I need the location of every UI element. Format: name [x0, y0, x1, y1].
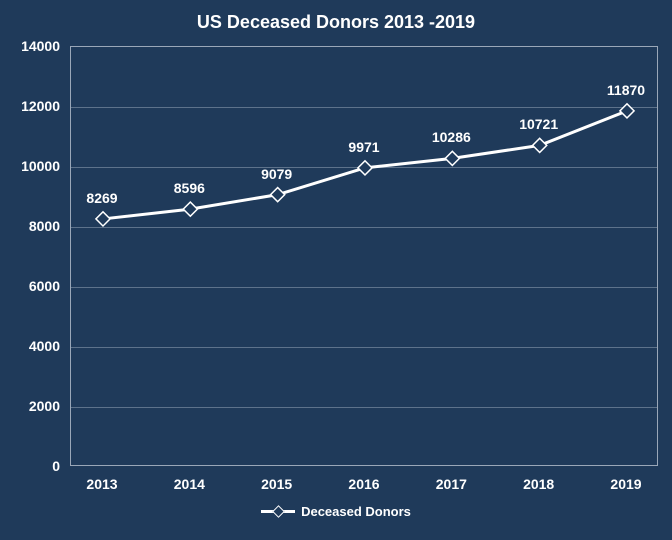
y-tick-label: 14000 [0, 38, 60, 54]
data-label: 8269 [86, 190, 117, 206]
legend-line-sample [261, 510, 295, 513]
legend: Deceased Donors [0, 504, 672, 519]
chart-title: US Deceased Donors 2013 -2019 [0, 12, 672, 33]
data-label: 10721 [519, 116, 558, 132]
y-tick-label: 12000 [0, 98, 60, 114]
data-marker [271, 188, 285, 202]
legend-marker [272, 505, 285, 518]
x-tick-label: 2017 [436, 476, 467, 492]
data-label: 11870 [607, 82, 645, 98]
data-marker [183, 202, 197, 216]
x-tick-label: 2018 [523, 476, 554, 492]
data-marker [533, 138, 547, 152]
legend-label: Deceased Donors [301, 504, 411, 519]
data-label: 9079 [261, 166, 292, 182]
data-marker [445, 151, 459, 165]
chart-container: US Deceased Donors 2013 -2019 Deceased D… [0, 0, 672, 540]
x-tick-label: 2016 [348, 476, 379, 492]
data-marker [96, 212, 110, 226]
y-tick-label: 6000 [0, 278, 60, 294]
y-tick-label: 0 [0, 458, 60, 474]
y-tick-label: 4000 [0, 338, 60, 354]
plot-area [70, 46, 658, 466]
x-tick-label: 2013 [86, 476, 117, 492]
data-label: 8596 [174, 180, 205, 196]
data-marker [358, 161, 372, 175]
line-series [71, 47, 659, 467]
y-tick-label: 2000 [0, 398, 60, 414]
data-label: 9971 [348, 139, 379, 155]
data-label: 10286 [432, 129, 471, 145]
x-tick-label: 2014 [174, 476, 205, 492]
x-tick-label: 2019 [610, 476, 641, 492]
x-tick-label: 2015 [261, 476, 292, 492]
data-marker [620, 104, 634, 118]
y-tick-label: 8000 [0, 218, 60, 234]
y-tick-label: 10000 [0, 158, 60, 174]
